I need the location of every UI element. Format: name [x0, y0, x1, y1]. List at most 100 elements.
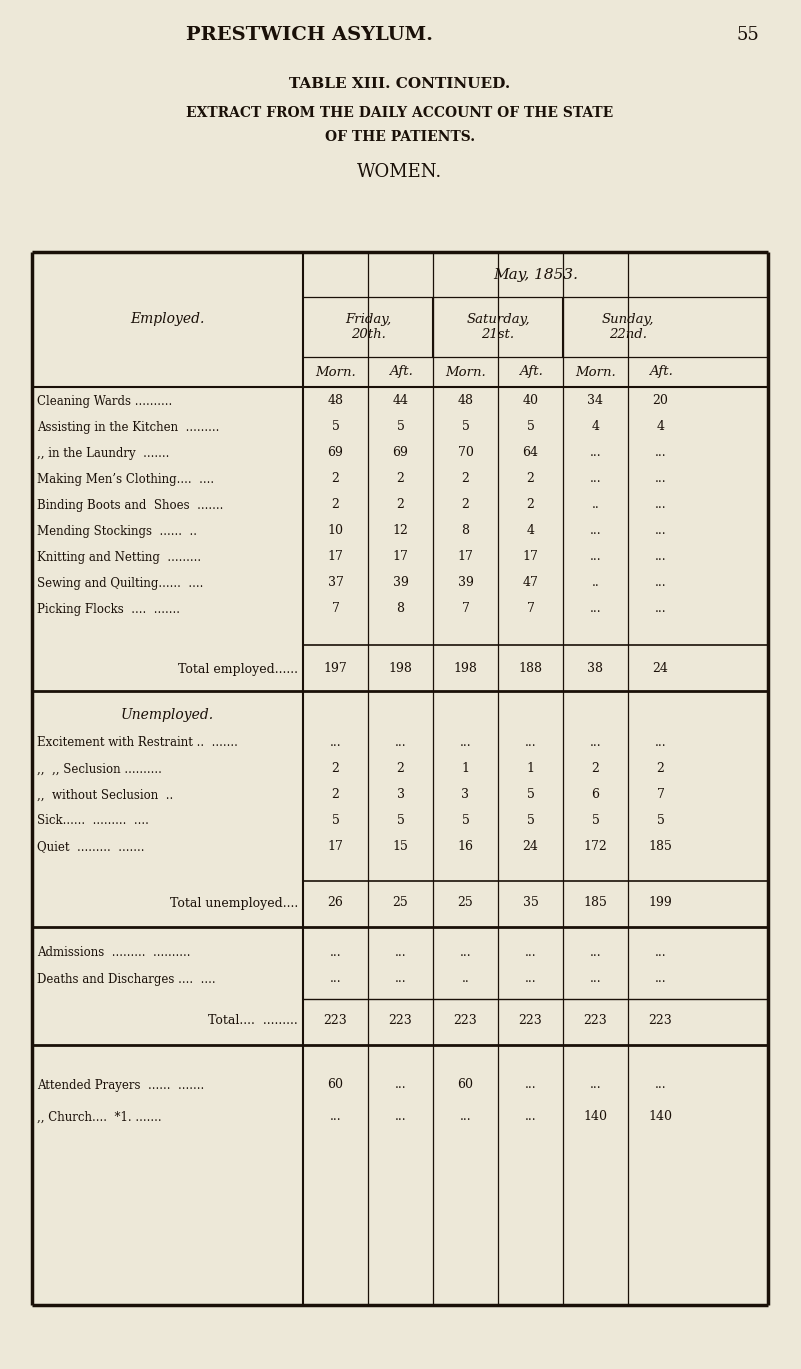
Text: ..: .. [592, 498, 599, 512]
Text: ...: ... [525, 972, 537, 986]
Text: ...: ... [395, 972, 406, 986]
Text: 5: 5 [332, 815, 340, 827]
Text: 5: 5 [332, 420, 340, 434]
Text: 70: 70 [457, 446, 473, 460]
Text: 4: 4 [526, 524, 534, 538]
Text: 7: 7 [526, 602, 534, 616]
Text: Unemployed.: Unemployed. [121, 708, 214, 721]
Text: 44: 44 [392, 394, 409, 408]
Text: 3: 3 [461, 789, 469, 801]
Text: Morn.: Morn. [315, 366, 356, 378]
Text: ..: .. [592, 576, 599, 590]
Text: 188: 188 [518, 663, 542, 675]
Text: ...: ... [590, 472, 602, 486]
Text: ...: ... [654, 737, 666, 749]
Text: ...: ... [525, 946, 537, 960]
Text: 17: 17 [457, 550, 473, 564]
Text: 38: 38 [587, 663, 603, 675]
Text: 2: 2 [332, 472, 340, 486]
Text: ...: ... [654, 576, 666, 590]
Text: 16: 16 [457, 841, 473, 853]
Text: Morn.: Morn. [575, 366, 616, 378]
Text: EXTRACT FROM THE DAILY ACCOUNT OF THE STATE: EXTRACT FROM THE DAILY ACCOUNT OF THE ST… [187, 105, 614, 120]
Text: Aft.: Aft. [649, 366, 672, 378]
Text: 198: 198 [453, 663, 477, 675]
Text: May, 1853.: May, 1853. [493, 268, 578, 282]
Text: 39: 39 [392, 576, 409, 590]
Text: ...: ... [460, 946, 471, 960]
Text: ...: ... [395, 1079, 406, 1091]
Text: 4: 4 [657, 420, 665, 434]
Text: WOMEN.: WOMEN. [357, 163, 443, 181]
Text: 2: 2 [461, 472, 469, 486]
Text: Admissions  .........  ..........: Admissions ......... .......... [37, 946, 191, 960]
Text: Total employed......: Total employed...... [178, 663, 298, 675]
Text: 47: 47 [522, 576, 538, 590]
Text: ...: ... [460, 737, 471, 749]
Text: 34: 34 [587, 394, 603, 408]
Text: ...: ... [654, 472, 666, 486]
Text: Sewing and Quilting......  ....: Sewing and Quilting...... .... [37, 576, 203, 590]
Text: ...: ... [590, 550, 602, 564]
Text: 25: 25 [457, 897, 473, 909]
Text: 2: 2 [396, 763, 405, 775]
Text: PRESTWICH ASYLUM.: PRESTWICH ASYLUM. [187, 26, 433, 44]
Text: ...: ... [330, 972, 341, 986]
Text: ...: ... [654, 550, 666, 564]
Text: Sunday,
22nd.: Sunday, 22nd. [602, 314, 654, 341]
Text: ...: ... [330, 946, 341, 960]
Text: 7: 7 [461, 602, 469, 616]
Text: 8: 8 [461, 524, 469, 538]
Text: ...: ... [525, 1079, 537, 1091]
Text: ...: ... [654, 498, 666, 512]
Text: Deaths and Discharges ....  ....: Deaths and Discharges .... .... [37, 972, 215, 986]
Text: Picking Flocks  ....  .......: Picking Flocks .... ....... [37, 602, 180, 616]
Text: ...: ... [395, 946, 406, 960]
Text: 39: 39 [457, 576, 473, 590]
Text: Total....  .........: Total.... ......... [208, 1014, 298, 1028]
Text: 223: 223 [324, 1014, 348, 1028]
Text: 2: 2 [332, 763, 340, 775]
Text: 1: 1 [461, 763, 469, 775]
Text: 223: 223 [388, 1014, 413, 1028]
Text: 64: 64 [522, 446, 538, 460]
Text: ...: ... [654, 524, 666, 538]
Text: 199: 199 [649, 897, 672, 909]
Text: 17: 17 [522, 550, 538, 564]
Text: ,, in the Laundry  .......: ,, in the Laundry ....... [37, 446, 169, 460]
Text: 60: 60 [457, 1079, 473, 1091]
Text: ,, Church....  *1. .......: ,, Church.... *1. ....... [37, 1110, 162, 1124]
Text: Saturday,
21st.: Saturday, 21st. [466, 314, 529, 341]
Text: 5: 5 [526, 789, 534, 801]
Text: ...: ... [590, 446, 602, 460]
Text: 223: 223 [518, 1014, 542, 1028]
Text: 5: 5 [461, 815, 469, 827]
Text: Total unemployed....: Total unemployed.... [170, 897, 298, 909]
Text: 55: 55 [737, 26, 759, 44]
Text: Quiet  .........  .......: Quiet ......... ....... [37, 841, 144, 853]
Text: Attended Prayers  ......  .......: Attended Prayers ...... ....... [37, 1079, 204, 1091]
Text: 15: 15 [392, 841, 409, 853]
Text: 17: 17 [328, 841, 344, 853]
Text: Aft.: Aft. [518, 366, 542, 378]
Text: 4: 4 [591, 420, 599, 434]
Text: 140: 140 [649, 1110, 673, 1124]
Text: 2: 2 [526, 472, 534, 486]
Text: ...: ... [590, 972, 602, 986]
Text: 223: 223 [453, 1014, 477, 1028]
Text: ...: ... [654, 446, 666, 460]
Text: 198: 198 [388, 663, 413, 675]
Text: 60: 60 [328, 1079, 344, 1091]
Text: Binding Boots and  Shoes  .......: Binding Boots and Shoes ....... [37, 498, 223, 512]
Text: Aft.: Aft. [388, 366, 413, 378]
Text: ...: ... [460, 1110, 471, 1124]
Text: 223: 223 [649, 1014, 672, 1028]
Text: ...: ... [395, 1110, 406, 1124]
Text: 7: 7 [657, 789, 665, 801]
Text: 24: 24 [522, 841, 538, 853]
Text: Cleaning Wards ..........: Cleaning Wards .......... [37, 394, 172, 408]
Text: Knitting and Netting  .........: Knitting and Netting ......... [37, 550, 201, 564]
Text: 172: 172 [584, 841, 607, 853]
Text: Mending Stockings  ......  ..: Mending Stockings ...... .. [37, 524, 197, 538]
Text: ...: ... [395, 737, 406, 749]
